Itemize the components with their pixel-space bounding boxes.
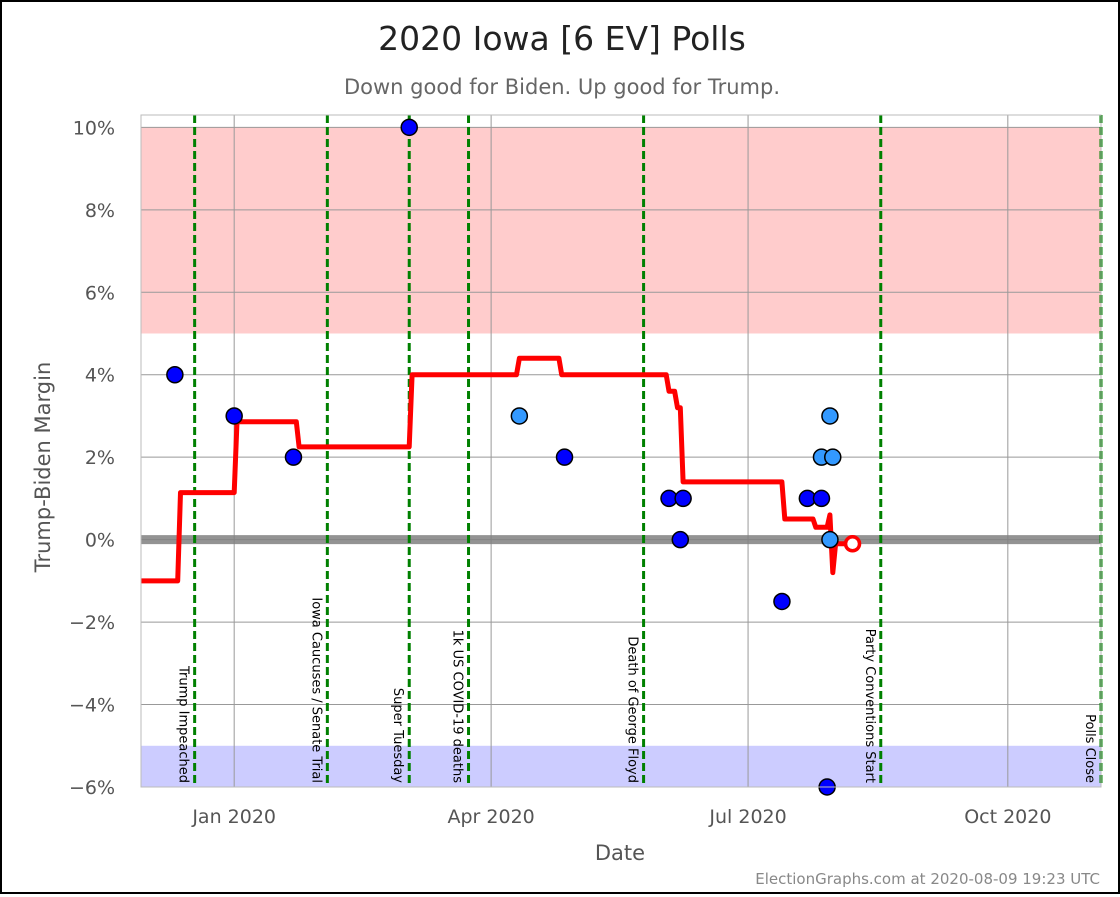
y-tick-label: 8%: [85, 200, 115, 222]
poll-point: [812, 489, 831, 508]
event-label: Party Conventions Start: [862, 629, 877, 783]
event-label: Iowa Caucuses / Senate Trial: [308, 597, 323, 783]
poll-point: [671, 530, 690, 549]
x-tick-label: Jul 2020: [708, 806, 786, 828]
y-tick-label: 2%: [85, 447, 115, 469]
poll-point: [166, 365, 184, 384]
y-tick-label: 4%: [85, 365, 115, 387]
average-line: [141, 355, 853, 584]
poll-point: [674, 489, 692, 508]
footer-credit: ElectionGraphs.com at 2020-08-09 19:23 U…: [755, 870, 1100, 888]
shaded-band-1: [141, 745, 1101, 787]
poll-point: [510, 407, 529, 425]
x-tick-label: Jan 2020: [191, 806, 276, 828]
axis-layer: 10% 8% 6% 4% 2% 0% −2% −4% −6% Jan 2020 Apr 2020 Ju…: [69, 114, 1102, 828]
event-label: Polls Close: [1082, 714, 1097, 783]
average-line-layer: [141, 355, 853, 584]
chart-title: 2020 Iowa [6 EV] Polls: [378, 19, 746, 58]
chart-subtitle: Down good for Biden. Up good for Trump.: [344, 75, 780, 99]
y-tick-label: 6%: [85, 282, 115, 304]
event-label: Death of George Floyd: [625, 636, 640, 783]
y-axis-title: Trump-Biden Margin: [31, 362, 55, 574]
x-axis-title: Date: [595, 841, 645, 865]
poll-point: [225, 407, 243, 425]
x-tick-label: Oct 2020: [964, 806, 1051, 828]
shaded-band-0: [141, 127, 1101, 334]
plot-border: [140, 114, 1102, 788]
event-label: Super Tuesday: [390, 688, 405, 783]
current-average-marker: [843, 535, 862, 553]
poll-point: [400, 118, 418, 137]
event-label: Trump Impeached: [176, 665, 191, 783]
event-label: 1k US COVID-19 deaths: [450, 630, 465, 784]
poll-point: [824, 448, 842, 466]
poll-point: [773, 592, 791, 611]
y-tick-label: 0%: [85, 530, 115, 552]
y-tick-label: −4%: [69, 695, 115, 717]
poll-point: [821, 407, 839, 425]
x-tick-label: Apr 2020: [447, 806, 534, 828]
poll-point: [284, 448, 303, 466]
y-tick-label: −2%: [69, 612, 115, 634]
poll-point: [821, 530, 839, 549]
y-tick-label: −6%: [69, 777, 115, 799]
poll-point: [555, 448, 574, 466]
bands-layer: [141, 127, 1101, 787]
poll-points-layer: [166, 118, 862, 796]
event-layer: Trump Impeached Iowa Caucuses / Senate Tr…: [176, 115, 1103, 787]
y-tick-label: 10%: [73, 117, 115, 139]
